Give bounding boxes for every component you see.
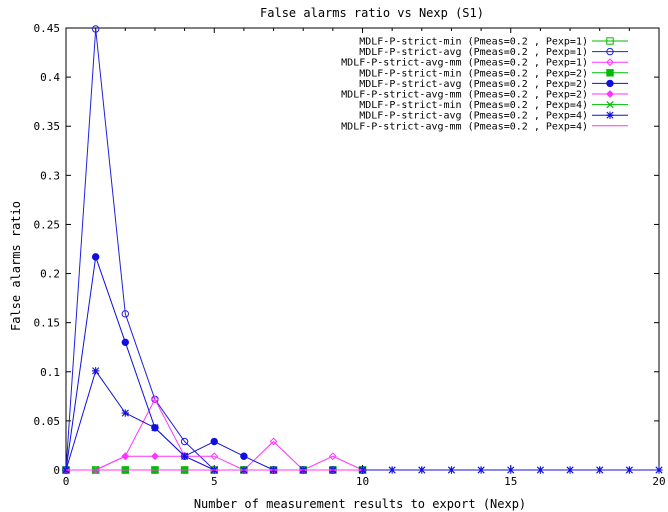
legend-entry: MDLF-P-strict-avg (Pmeas=0.2 , Pexp=2) xyxy=(359,79,628,90)
y-tick-label: 0.45 xyxy=(34,22,61,35)
legend-entry: MDLF-P-strict-avg-mm (Pmeas=0.2 , Pexp=2… xyxy=(341,90,628,101)
legend-label: MDLF-P-strict-avg-mm (Pmeas=0.2 , Pexp=2… xyxy=(341,90,588,101)
data-point xyxy=(606,58,614,67)
data-point xyxy=(606,100,614,109)
data-point xyxy=(210,452,219,461)
y-tick-label: 0.4 xyxy=(40,71,60,84)
data-point xyxy=(606,111,614,119)
data-point xyxy=(151,395,159,404)
legend-entry: MDLF-P-strict-avg-mm (Pmeas=0.2 , Pexp=1… xyxy=(341,58,628,69)
x-tick-label: 0 xyxy=(63,475,70,488)
series-2 xyxy=(62,25,367,474)
y-tick-label: 0.05 xyxy=(34,415,61,428)
x-tick-label: 20 xyxy=(652,475,665,488)
data-point xyxy=(566,466,574,474)
data-point xyxy=(121,452,130,461)
y-tick-label: 0.2 xyxy=(40,268,60,281)
legend-label: MDLF-P-strict-avg (Pmeas=0.2 , Pexp=2) xyxy=(359,79,588,90)
data-point xyxy=(606,69,614,77)
data-point xyxy=(151,424,159,432)
data-point xyxy=(91,25,100,33)
legend-label: MDLF-P-strict-min (Pmeas=0.2 , Pexp=4) xyxy=(359,100,588,111)
data-point xyxy=(655,466,663,474)
x-tick-label: 10 xyxy=(356,475,369,488)
chart-title: False alarms ratio vs Nexp (S1) xyxy=(260,6,484,20)
data-point xyxy=(388,466,396,474)
data-point xyxy=(596,466,604,474)
series-5 xyxy=(62,253,367,474)
legend-entry: MDLF-P-strict-avg (Pmeas=0.2 , Pexp=4) xyxy=(359,111,628,122)
data-point xyxy=(180,452,189,460)
data-point xyxy=(121,338,130,347)
data-point xyxy=(151,452,159,461)
legend-label: MDLF-P-strict-min (Pmeas=0.2 , Pexp=2) xyxy=(359,68,588,79)
data-point xyxy=(507,466,515,474)
legend-entry: MDLF-P-strict-min (Pmeas=0.2 , Pexp=2) xyxy=(359,68,628,79)
y-tick-label: 0.3 xyxy=(40,169,60,182)
legend-label: MDLF-P-strict-min (Pmeas=0.2 , Pexp=1) xyxy=(359,37,588,48)
data-point xyxy=(536,466,545,474)
y-tick-label: 0.35 xyxy=(34,120,61,133)
data-point xyxy=(606,47,614,56)
legend-entry: MDLF-P-strict-avg (Pmeas=0.2 , Pexp=1) xyxy=(359,47,628,58)
series-line xyxy=(65,28,363,471)
legend-label: MDLF-P-strict-avg-mm (Pmeas=0.2 , Pexp=4… xyxy=(341,121,588,132)
y-tick-label: 0.1 xyxy=(40,366,60,379)
x-axis-label: Number of measurement results to export … xyxy=(194,497,526,511)
series-layer xyxy=(62,25,663,474)
x-tick-label: 15 xyxy=(504,475,517,488)
legend-label: MDLF-P-strict-avg (Pmeas=0.2 , Pexp=1) xyxy=(359,47,588,58)
data-point xyxy=(606,37,614,45)
data-point xyxy=(91,253,100,261)
legend-label: MDLF-P-strict-avg-mm (Pmeas=0.2 , Pexp=1… xyxy=(341,58,588,69)
series-3 xyxy=(62,395,367,474)
legend: MDLF-P-strict-min (Pmeas=0.2 , Pexp=1)MD… xyxy=(341,37,628,132)
legend-entry: MDLF-P-strict-min (Pmeas=0.2 , Pexp=4) xyxy=(359,100,628,111)
data-point xyxy=(180,437,189,446)
y-tick-label: 0.25 xyxy=(34,218,61,231)
data-point xyxy=(606,79,614,88)
x-tick-label: 5 xyxy=(211,475,218,488)
legend-label: MDLF-P-strict-avg (Pmeas=0.2 , Pexp=4) xyxy=(359,111,588,122)
data-point xyxy=(91,367,100,375)
data-point xyxy=(121,409,129,417)
data-point xyxy=(240,452,248,460)
data-point xyxy=(447,466,456,474)
legend-entry: MDLF-P-strict-min (Pmeas=0.2 , Pexp=1) xyxy=(359,37,628,48)
data-point xyxy=(606,90,614,98)
data-point xyxy=(210,437,218,446)
y-axis-label: False alarms ratio xyxy=(9,201,23,331)
data-point xyxy=(418,466,426,474)
data-point xyxy=(269,437,278,446)
data-point xyxy=(477,466,485,474)
data-point xyxy=(121,310,130,318)
y-tick-label: 0.15 xyxy=(34,317,61,330)
data-point xyxy=(625,466,634,474)
data-point xyxy=(328,452,337,461)
legend-entry: MDLF-P-strict-avg-mm (Pmeas=0.2 , Pexp=4… xyxy=(341,121,628,132)
y-tick-label: 0 xyxy=(53,464,60,477)
